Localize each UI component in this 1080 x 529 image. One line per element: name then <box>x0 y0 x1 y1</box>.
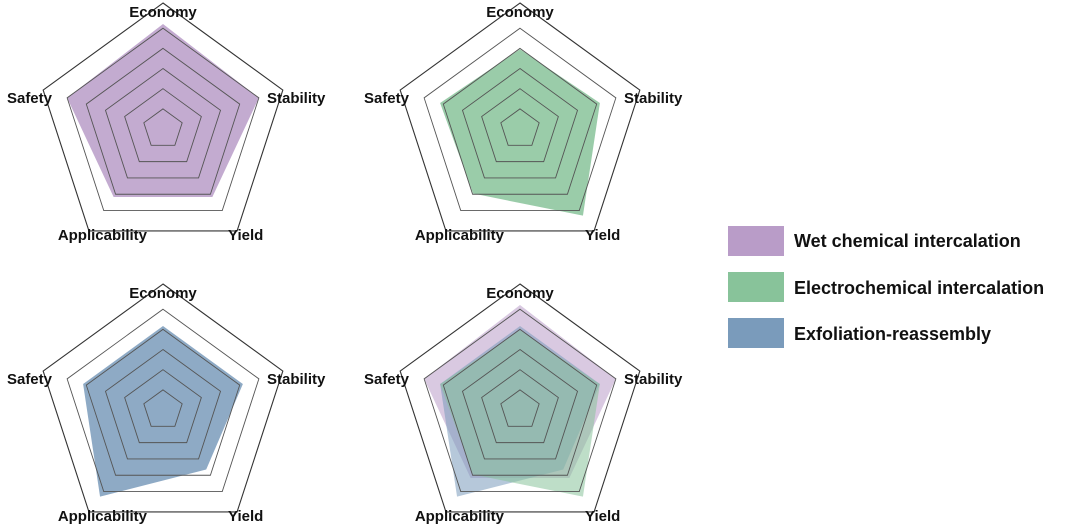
axis-label-applicability: Applicability <box>58 508 148 525</box>
axis-label-safety: Safety <box>364 90 410 107</box>
legend-label-exfoliation: Exfoliation-reassembly <box>794 324 991 344</box>
axis-label-economy: Economy <box>486 285 554 302</box>
grid-ring <box>500 108 540 146</box>
grid-ring <box>461 67 579 179</box>
axis-label-applicability: Applicability <box>415 508 505 525</box>
radar-panels: Economy Stability Yield Applicability Safety… <box>7 2 683 525</box>
series-area-exfoliation-reassembly <box>83 326 243 497</box>
grid-ring <box>66 308 260 492</box>
grid-ring <box>481 369 559 444</box>
grid-ring <box>85 47 241 195</box>
grid-ring <box>66 27 260 211</box>
axis-label-economy: Economy <box>129 285 197 302</box>
outer-frame <box>42 283 284 513</box>
axis-label-yield: Yield <box>585 508 620 525</box>
axis-label-yield: Yield <box>228 227 263 244</box>
axis-label-applicability: Applicability <box>58 227 148 244</box>
axis-label-safety: Safety <box>364 371 410 388</box>
grid-ring <box>442 328 598 476</box>
legend-label-electrochemical: Electrochemical intercalation <box>794 278 1044 298</box>
grid-ring <box>442 47 598 195</box>
legend: Wet chemical intercalation Electrochemic… <box>728 226 1044 348</box>
axis-label-stability: Stability <box>624 371 683 388</box>
grid-ring <box>124 369 202 444</box>
grid-ring <box>104 348 222 460</box>
axis-label-economy: Economy <box>486 4 554 21</box>
radar-panel-3: Economy Stability Yield Applicability Safety <box>7 283 326 525</box>
grid-ring <box>423 27 617 211</box>
legend-swatch-exfoliation <box>728 318 784 348</box>
outer-frame <box>42 2 284 232</box>
grid-ring <box>500 389 540 427</box>
grid-ring <box>124 88 202 163</box>
grid-ring <box>143 108 183 146</box>
legend-item-electrochemical: Electrochemical intercalation <box>728 272 1044 302</box>
grid-ring <box>143 389 183 427</box>
outer-frame <box>399 283 641 513</box>
grid-ring <box>423 308 617 492</box>
radar-panel-1: Economy Stability Yield Applicability Safety <box>7 2 326 244</box>
legend-swatch-wet-chemical <box>728 226 784 256</box>
axis-label-safety: Safety <box>7 90 53 107</box>
grid-ring <box>104 67 222 179</box>
series-area-electrochemical-intercalation <box>440 330 600 497</box>
axis-label-stability: Stability <box>624 90 683 107</box>
series-area-wet-chemical-intercalation <box>67 24 259 197</box>
axis-label-stability: Stability <box>267 90 326 107</box>
axis-label-economy: Economy <box>129 4 197 21</box>
legend-item-wet-chemical: Wet chemical intercalation <box>728 226 1021 256</box>
axis-label-stability: Stability <box>267 371 326 388</box>
grid-ring <box>481 88 559 163</box>
radar-panel-4: Economy Stability Yield Applicability Safety <box>364 283 683 525</box>
axis-label-applicability: Applicability <box>415 227 505 244</box>
grid-ring <box>85 328 241 476</box>
outer-frame <box>399 2 641 232</box>
legend-item-exfoliation: Exfoliation-reassembly <box>728 318 991 348</box>
series-area-electrochemical-intercalation <box>440 49 600 216</box>
legend-label-wet-chemical: Wet chemical intercalation <box>794 231 1021 251</box>
axis-label-yield: Yield <box>585 227 620 244</box>
radar-panel-2: Economy Stability Yield Applicability Safety <box>364 2 683 244</box>
legend-swatch-electrochemical <box>728 272 784 302</box>
grid-ring <box>461 348 579 460</box>
axis-label-safety: Safety <box>7 371 53 388</box>
axis-label-yield: Yield <box>228 508 263 525</box>
